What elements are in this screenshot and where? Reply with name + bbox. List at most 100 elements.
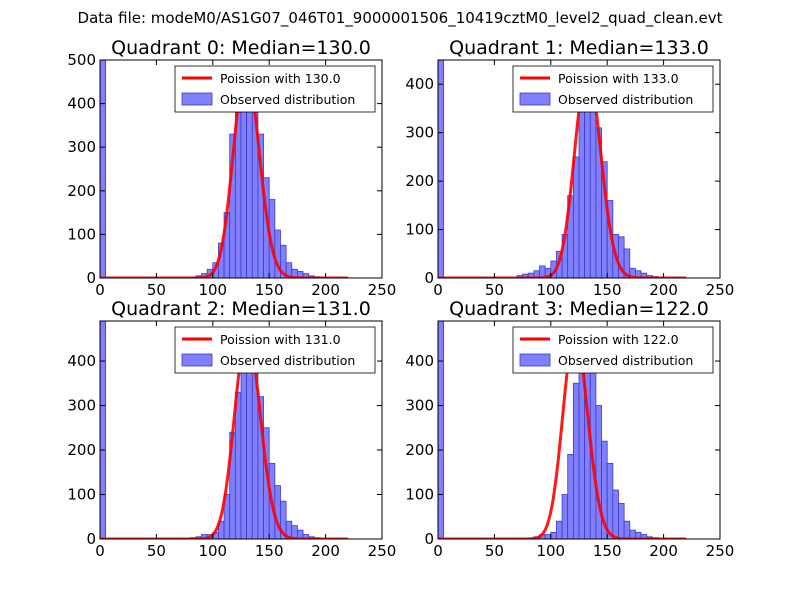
- x-tick-label: 100: [198, 281, 227, 299]
- x-tick-label: 200: [649, 542, 678, 560]
- x-tick-label: 100: [536, 542, 565, 560]
- legend-bar-label: Observed distribution: [558, 92, 693, 107]
- legend-line-label: Poission with 122.0: [558, 332, 679, 347]
- legend: Poission with 133.0 Observed distribution: [512, 65, 714, 113]
- y-tick-label: 400: [67, 95, 96, 113]
- legend: Poission with 130.0 Observed distribution: [174, 65, 376, 113]
- x-tick-label: 200: [649, 281, 678, 299]
- y-tick-label: 300: [67, 397, 96, 415]
- chart-panel-1: 0 50 100 150 200 250 0 100 200 300 400 Quadrant 1: …: [405, 37, 734, 299]
- y-tick-label: 200: [405, 172, 434, 190]
- x-tick-label: 200: [311, 281, 340, 299]
- y-tick-label: 200: [67, 182, 96, 200]
- panel-title: Quadrant 2: Median=131.0: [111, 298, 371, 320]
- y-tick-label: 100: [405, 486, 434, 504]
- histogram-bar: [606, 462, 614, 539]
- x-tick-label: 250: [706, 281, 735, 299]
- legend-bar-label: Observed distribution: [220, 92, 355, 107]
- legend-bar-label: Observed distribution: [558, 353, 693, 368]
- histogram-bar: [572, 156, 580, 278]
- histogram-bar: [589, 93, 597, 278]
- x-tick-label: 100: [536, 281, 565, 299]
- x-tick-label: 100: [198, 542, 227, 560]
- y-tick-label: 400: [405, 352, 434, 370]
- histogram-bar: [100, 60, 107, 278]
- x-tick-label: 150: [255, 542, 284, 560]
- figure-suptitle: Data file: modeM0/AS1G07_046T01_90000015…: [77, 9, 723, 27]
- panel-title: Quadrant 1: Median=133.0: [449, 37, 709, 59]
- axes-frame: [437, 59, 721, 279]
- y-tick-label: 500: [67, 51, 96, 69]
- legend: Poission with 131.0 Observed distribution: [174, 326, 376, 374]
- x-tick-label: 50: [147, 281, 166, 299]
- y-tick-label: 300: [67, 138, 96, 156]
- histogram-bar: [578, 108, 586, 278]
- legend-line-label: Poission with 133.0: [558, 71, 679, 86]
- histogram-bar: [567, 454, 574, 539]
- x-tick-label: 50: [485, 281, 504, 299]
- legend-bar-label: Observed distribution: [220, 353, 355, 368]
- histogram-bar: [623, 520, 631, 539]
- histogram-bar: [612, 489, 619, 539]
- x-tick-label: 50: [147, 542, 166, 560]
- y-tick-label: 0: [86, 530, 96, 548]
- x-tick-label: 50: [485, 542, 504, 560]
- axes-frame: [99, 59, 383, 279]
- axes-frame: [99, 320, 383, 540]
- histogram-bar: [280, 500, 287, 539]
- histogram-bar: [234, 391, 242, 539]
- histogram-bar: [618, 503, 625, 539]
- y-tick-label: 200: [67, 441, 96, 459]
- y-tick-label: 100: [67, 225, 96, 243]
- x-tick-label: 250: [368, 281, 397, 299]
- histogram-bar: [280, 244, 287, 278]
- histogram-bar: [544, 534, 552, 539]
- axes-frame: [437, 320, 721, 540]
- y-tick-label: 0: [86, 269, 96, 287]
- y-tick-label: 200: [405, 441, 434, 459]
- x-tick-label: 250: [706, 542, 735, 560]
- y-tick-label: 400: [67, 352, 96, 370]
- legend-bar-swatch: [181, 92, 213, 106]
- histogram-bar: [550, 531, 557, 539]
- x-tick-label: 0: [433, 542, 443, 560]
- legend-line-label: Poission with 130.0: [220, 71, 341, 86]
- y-tick-label: 300: [405, 124, 434, 142]
- legend-line-label: Poission with 131.0: [220, 332, 341, 347]
- x-tick-label: 0: [95, 542, 105, 560]
- y-tick-label: 100: [405, 221, 434, 239]
- histogram-bar: [572, 382, 580, 539]
- histogram-bar: [561, 494, 569, 539]
- x-tick-label: 150: [593, 281, 622, 299]
- x-tick-label: 200: [311, 542, 340, 560]
- chart-panel-0: 0 50 100 150 200 250 0 100 200 300 400 500 Quadrant …: [67, 37, 396, 299]
- x-tick-label: 0: [433, 281, 443, 299]
- chart-panel-2: 0 50 100 150 200 250 0 100 200 300 400 Quadrant 2: …: [67, 298, 396, 560]
- y-tick-label: 300: [405, 397, 434, 415]
- x-tick-label: 150: [593, 542, 622, 560]
- histogram-bar: [595, 405, 602, 539]
- x-tick-label: 250: [368, 542, 397, 560]
- y-tick-label: 400: [405, 75, 434, 93]
- legend-bar-swatch: [519, 92, 551, 106]
- x-tick-label: 150: [255, 281, 284, 299]
- panel-title: Quadrant 0: Median=130.0: [111, 37, 371, 59]
- histogram-bar: [556, 520, 563, 539]
- bars: [438, 321, 687, 539]
- legend: Poission with 122.0 Observed distribution: [512, 326, 714, 374]
- y-tick-label: 0: [424, 530, 434, 548]
- y-tick-label: 100: [67, 486, 96, 504]
- chart-panel-3: 0 50 100 150 200 250 0 100 200 300 400 Quadrant 3: …: [405, 298, 734, 560]
- histogram-bar: [438, 321, 445, 539]
- histogram-bar: [623, 248, 631, 278]
- y-tick-label: 0: [424, 269, 434, 287]
- histogram-bar: [438, 60, 445, 278]
- x-tick-label: 0: [95, 281, 105, 299]
- poisson-fit-line: [438, 332, 687, 539]
- legend-bar-swatch: [181, 353, 213, 367]
- legend-bar-swatch: [519, 353, 551, 367]
- histogram-bar: [100, 321, 107, 539]
- panel-title: Quadrant 3: Median=122.0: [449, 298, 709, 320]
